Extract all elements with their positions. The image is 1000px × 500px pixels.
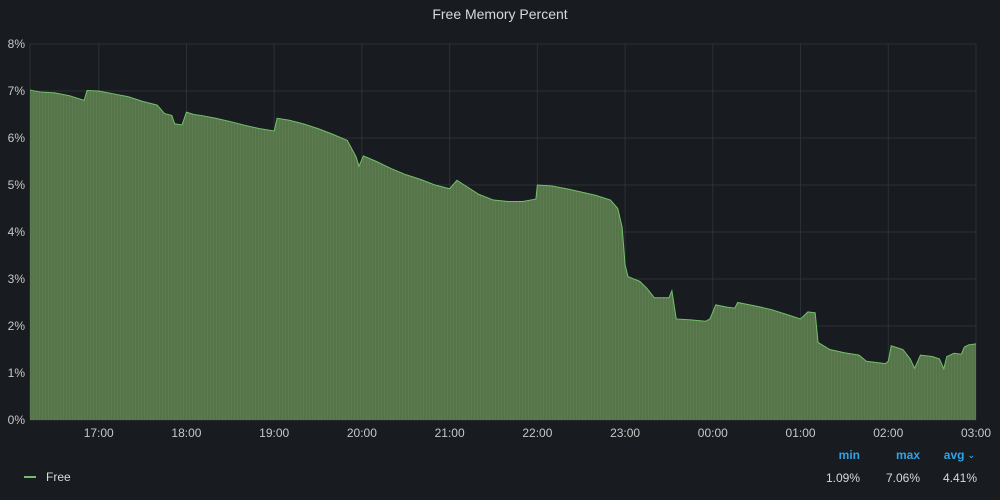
x-tick-label: 01:00 — [786, 426, 816, 440]
legend-value-min: 1.09% — [825, 471, 860, 485]
y-tick-label: 2% — [8, 319, 26, 333]
y-tick-label: 1% — [8, 366, 26, 380]
x-tick-label: 21:00 — [435, 426, 465, 440]
y-tick-label: 7% — [8, 84, 26, 98]
chart-svg[interactable]: 0% 1% 2% 3% 4% 5% 6% 7% 8% 17:00 18:00 19:00 20:00 2… — [0, 0, 1000, 440]
x-tick-label: 03:00 — [961, 426, 991, 440]
legend-value-avg: 4.41% — [942, 471, 977, 485]
y-axis: 0% 1% 2% 3% 4% 5% 6% 7% 8% — [8, 37, 26, 427]
legend-header-avg[interactable]: avg ⌄ — [943, 448, 975, 462]
legend-value-max: 7.06% — [885, 471, 920, 485]
series-line-free — [29, 89, 977, 371]
y-tick-label: 4% — [8, 225, 26, 239]
legend-header-max[interactable]: max — [895, 448, 920, 462]
x-tick-label: 17:00 — [84, 426, 114, 440]
y-tick-label: 5% — [8, 178, 26, 192]
x-tick-label: 02:00 — [873, 426, 903, 440]
x-tick-label: 18:00 — [171, 426, 201, 440]
chevron-down-icon: ⌄ — [967, 450, 975, 460]
legend-item-free[interactable]: Free — [24, 470, 71, 484]
x-tick-label: 20:00 — [347, 426, 377, 440]
series-area-texture — [30, 90, 976, 420]
x-axis: 17:00 18:00 19:00 20:00 21:00 22:00 23:00 00:00… — [84, 426, 992, 440]
panel-title[interactable]: Free Memory Percent — [432, 6, 568, 22]
y-tick-label: 3% — [8, 272, 26, 286]
x-tick-label: 00:00 — [698, 426, 728, 440]
y-tick-label: 0% — [8, 413, 26, 427]
x-tick-label: 19:00 — [259, 426, 289, 440]
series-layer — [29, 89, 977, 420]
legend: Free min max avg ⌄ 1.09% 7.06% 4.41% — [0, 440, 1000, 500]
y-tick-label: 8% — [8, 37, 26, 51]
legend-series-name: Free — [46, 470, 71, 484]
y-tick-label: 6% — [8, 131, 26, 145]
legend-color-swatch — [24, 476, 36, 478]
legend-header-min[interactable]: min — [838, 448, 860, 462]
x-tick-label: 22:00 — [522, 426, 552, 440]
x-tick-label: 23:00 — [610, 426, 640, 440]
